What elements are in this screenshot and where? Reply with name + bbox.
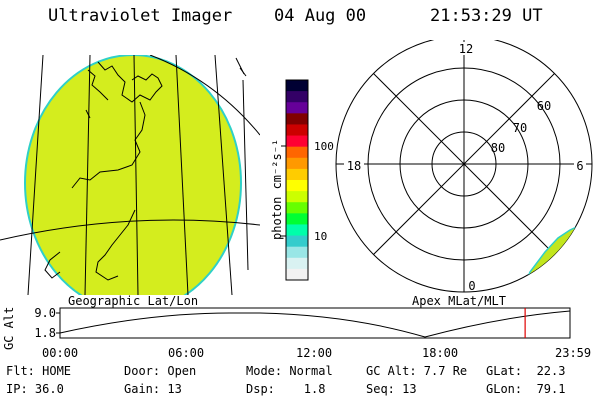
- altitude-plot: 9.0 1.8: [34, 306, 571, 340]
- status-mode: Mode: Normal: [246, 364, 333, 378]
- coastlines: [44, 57, 247, 281]
- colorbar-tick-100: 100: [314, 140, 334, 153]
- colorbar-swatch: [286, 180, 308, 192]
- altitude-ymin-label: 1.8: [34, 326, 56, 340]
- time-label-0000: 00:00: [42, 346, 79, 360]
- colorbar-swatch: [286, 135, 308, 148]
- earth-disk: [24, 55, 242, 295]
- colorbar-swatch: [286, 146, 308, 159]
- colorbar-swatches: [286, 80, 308, 281]
- status-ip: IP: 36.0: [6, 382, 64, 396]
- polar-plot-label: Apex MLat/MLT: [412, 294, 506, 308]
- status-flt: Flt: HOME: [6, 364, 72, 378]
- altitude-ylabel: GC Alt: [2, 306, 16, 350]
- altitude-frame: [59, 307, 571, 339]
- colorbar-swatch: [286, 124, 308, 137]
- colorbar-swatch: [286, 213, 308, 225]
- status-glat: GLat: 22.3: [486, 364, 566, 378]
- mlt-label-12: 12: [459, 42, 473, 56]
- status-dsp: Dsp: 1.8: [246, 382, 326, 396]
- colorbar-swatch: [286, 224, 308, 237]
- colorbar-unit-label: photon cm⁻²s⁻¹: [270, 138, 284, 240]
- status-seq: Seq: 13: [366, 382, 417, 396]
- mlt-label-0: 0: [468, 279, 475, 293]
- colorbar-swatch: [286, 235, 308, 248]
- colorbar-swatch: [286, 257, 308, 270]
- lat-label-70: 70: [513, 121, 527, 135]
- colorbar-swatch: [286, 113, 308, 125]
- colorbar-swatch: [286, 80, 308, 92]
- altitude-ymax-label: 9.0: [34, 306, 56, 320]
- geographic-map: [0, 55, 260, 295]
- status-gain: Gain: 13: [124, 382, 182, 396]
- colorbar-swatch: [286, 268, 308, 281]
- colorbar-swatch: [286, 157, 308, 170]
- time-label-0600: 06:00: [168, 346, 205, 360]
- instrument-title: Ultraviolet Imager: [48, 6, 233, 26]
- colorbar-swatch: [286, 191, 308, 203]
- colorbar-swatch: [286, 202, 308, 214]
- longitude-lines: [27, 55, 249, 295]
- time-label-1200: 12:00: [296, 346, 333, 360]
- colorbar: [281, 79, 309, 281]
- colorbar-tick-10: 10: [314, 230, 328, 243]
- colorbar-swatch: [286, 168, 308, 181]
- colorbar-swatch: [286, 102, 308, 114]
- time-label: 21:53:29 UT: [430, 6, 543, 26]
- polar-plot: 12 18 6 0 60 70 80: [335, 40, 593, 293]
- altitude-curve: [59, 310, 571, 338]
- colorbar-swatch: [286, 246, 308, 259]
- time-label-1800: 18:00: [422, 346, 459, 360]
- colorbar-swatch: [286, 91, 308, 103]
- status-glon: GLon: 79.1: [486, 382, 566, 396]
- time-label-2359: 23:59: [555, 346, 592, 360]
- lat-label-60: 60: [537, 99, 551, 113]
- status-gc-alt: GC Alt: 7.7 Re: [366, 364, 468, 378]
- date-label: 04 Aug 00: [274, 6, 367, 26]
- lat-label-80: 80: [491, 141, 505, 155]
- geo-map-label: Geographic Lat/Lon: [68, 294, 199, 308]
- status-door: Door: Open: [124, 364, 197, 378]
- colorbar-frame: [285, 79, 309, 281]
- mlt-label-18: 18: [347, 159, 361, 173]
- mlt-label-6: 6: [576, 159, 583, 173]
